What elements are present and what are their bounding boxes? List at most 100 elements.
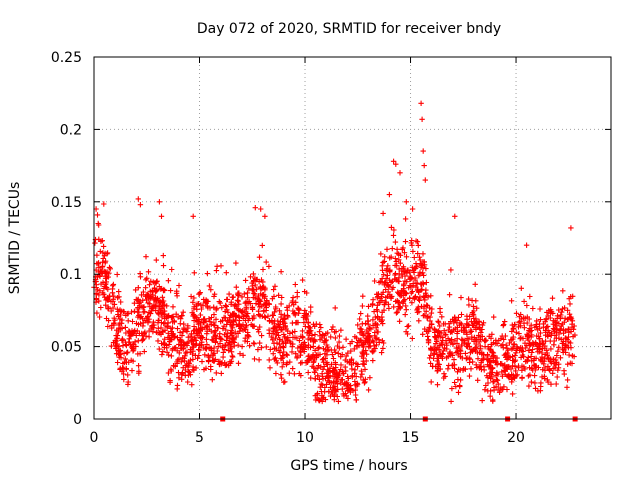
data-point <box>243 306 249 312</box>
data-point <box>340 344 346 350</box>
data-point <box>92 240 98 246</box>
data-point <box>299 277 306 283</box>
data-point <box>201 296 207 303</box>
data-point <box>504 386 510 393</box>
data-point <box>357 330 363 336</box>
data-point <box>457 347 463 354</box>
data-point <box>124 349 131 355</box>
data-point <box>540 367 546 373</box>
data-point <box>179 371 185 377</box>
data-point <box>111 322 117 328</box>
data-point <box>96 314 103 320</box>
data-point <box>169 319 176 325</box>
data-point <box>390 158 397 164</box>
data-point <box>254 276 260 283</box>
data-point <box>140 316 146 322</box>
data-point <box>397 305 403 311</box>
data-point <box>230 294 236 300</box>
data-point <box>261 291 267 298</box>
data-point <box>185 379 191 385</box>
data-point <box>150 319 157 325</box>
data-point <box>433 335 439 341</box>
data-point <box>548 332 554 338</box>
data-point <box>428 352 434 358</box>
data-point <box>458 294 464 301</box>
data-point <box>124 311 131 317</box>
data-point <box>547 310 554 316</box>
data-point <box>241 326 248 332</box>
data-point <box>219 360 225 366</box>
data-point <box>528 334 534 340</box>
data-point <box>188 331 195 337</box>
data-point <box>197 312 204 318</box>
data-point <box>279 355 285 362</box>
data-point <box>310 343 316 350</box>
data-point <box>468 366 474 372</box>
data-point <box>471 315 477 322</box>
data-point <box>287 338 293 344</box>
data-point <box>345 395 351 402</box>
data-point <box>478 329 484 336</box>
data-point <box>235 298 241 304</box>
data-point <box>408 274 414 281</box>
data-point <box>538 383 544 390</box>
data-point <box>372 345 378 352</box>
data-point <box>487 393 493 399</box>
data-point <box>102 275 109 281</box>
data-point <box>557 355 564 361</box>
data-point <box>537 316 544 323</box>
data-point <box>435 355 441 362</box>
data-point <box>554 315 560 322</box>
data-point <box>270 312 276 319</box>
data-point <box>264 300 270 307</box>
data-point <box>552 365 558 371</box>
data-point <box>258 332 265 339</box>
data-point <box>568 225 574 231</box>
data-point <box>562 315 568 321</box>
data-point <box>493 359 499 365</box>
data-point <box>235 292 241 298</box>
data-point <box>368 326 374 332</box>
data-point <box>462 366 468 372</box>
data-point <box>458 311 465 318</box>
data-point <box>295 310 302 316</box>
data-point <box>336 345 342 351</box>
data-point <box>548 381 554 387</box>
data-point <box>178 313 185 319</box>
data-point <box>476 365 483 371</box>
data-point <box>439 314 445 320</box>
data-point <box>396 318 403 324</box>
data-point <box>510 326 516 332</box>
data-point <box>344 359 350 365</box>
data-point <box>228 358 235 364</box>
data-point <box>159 302 166 308</box>
data-point <box>329 351 336 358</box>
data-point <box>289 349 295 355</box>
data-point <box>336 339 342 345</box>
data-point <box>310 352 316 358</box>
data-point <box>508 337 514 343</box>
data-point <box>512 321 518 328</box>
data-point <box>290 334 296 341</box>
data-point <box>225 342 231 348</box>
data-point <box>104 251 110 257</box>
data-point <box>172 363 178 370</box>
data-point <box>116 294 122 300</box>
data-point <box>373 342 380 348</box>
data-point <box>296 307 302 313</box>
data-point <box>419 286 425 293</box>
data-point <box>428 347 434 353</box>
data-point <box>213 370 219 376</box>
data-point <box>466 359 473 366</box>
data-point <box>294 355 300 361</box>
data-point <box>163 315 170 321</box>
data-point <box>394 309 400 315</box>
data-point <box>390 284 396 291</box>
y-axis-label: SRMTID / TECUs <box>7 182 23 295</box>
data-point <box>250 271 257 277</box>
data-point <box>321 363 327 370</box>
data-point <box>170 304 176 310</box>
data-point <box>203 336 210 342</box>
data-point <box>305 369 311 376</box>
data-point <box>108 298 114 305</box>
